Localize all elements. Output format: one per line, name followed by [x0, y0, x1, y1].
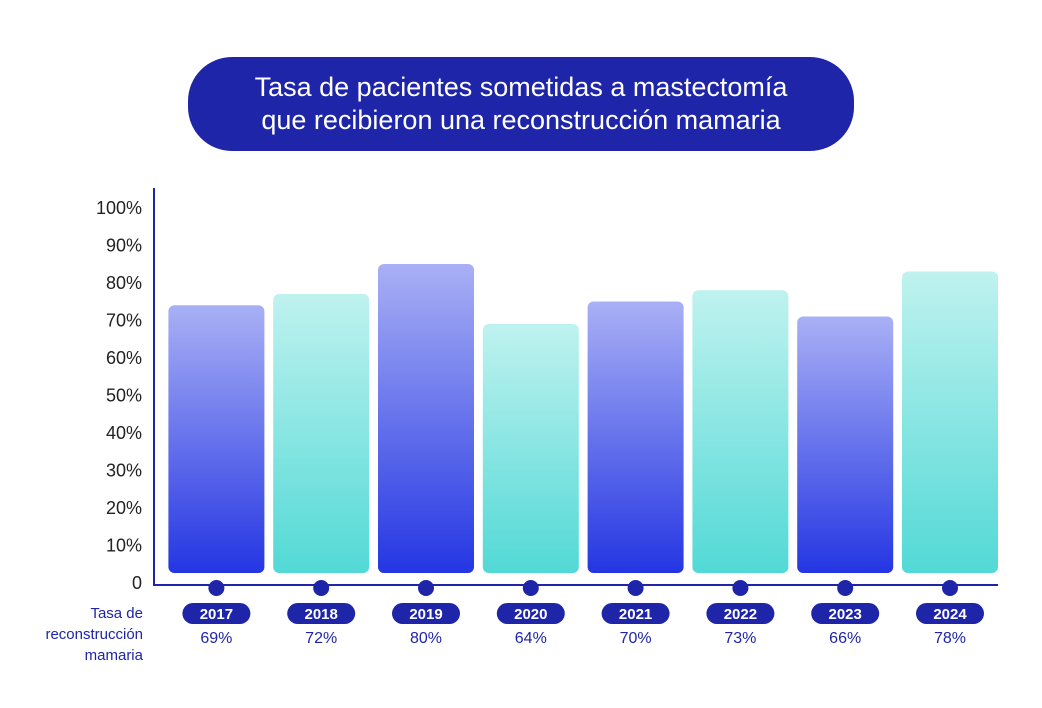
data-label: 80% [410, 630, 442, 647]
year-pill-2019 [392, 603, 460, 624]
data-label: 78% [934, 630, 966, 647]
data-label: 66% [829, 630, 861, 647]
row-label-line-3: mamaria [84, 647, 143, 664]
y-tick-label: 60% [106, 348, 142, 368]
year-pill-2017 [182, 603, 251, 624]
x-tick-label: 2019 [409, 606, 442, 623]
x-marker-2017 [208, 580, 225, 596]
bars-group [168, 264, 998, 573]
x-marker-2019 [418, 580, 434, 596]
year-pill-2018 [287, 603, 356, 624]
year-pill-2020 [496, 603, 565, 624]
bar-2018 [273, 294, 370, 573]
bar-2023 [797, 316, 894, 573]
x-tick-label: 2023 [829, 606, 862, 623]
bar-2020 [482, 324, 579, 573]
y-tick-label: 50% [106, 386, 142, 406]
data-label: 70% [620, 630, 652, 647]
y-tick-label: 40% [106, 423, 142, 443]
data-label: 73% [724, 630, 756, 647]
x-tick-label: 2017 [200, 606, 233, 623]
chart-title-banner: Tasa de pacientes sometidas a mastectomí… [188, 57, 854, 151]
year-pill-2023 [811, 603, 880, 624]
y-tick-label: 80% [106, 273, 142, 293]
data-label: 69% [200, 630, 232, 647]
y-tick-label: 30% [106, 461, 142, 481]
x-marker-2021 [627, 580, 644, 596]
bar-2022 [692, 290, 789, 573]
row-label-line-1: Tasa de [90, 605, 143, 622]
bar-2024 [902, 271, 998, 573]
y-tick-label: 90% [106, 236, 142, 256]
x-tick-label: 2022 [724, 606, 757, 623]
x-marker-2020 [522, 580, 539, 596]
row-label-line-2: reconstrucción [45, 626, 143, 643]
data-label: 72% [305, 630, 337, 647]
chart-title-line-1: Tasa de pacientes sometidas a mastectomí… [254, 72, 788, 102]
x-axis-labels: 2017 69% 2018 72% 2019 80% 2020 64% 2021 70% 2022 7… [182, 603, 984, 647]
x-marker-2024 [942, 580, 958, 596]
bar-2019 [378, 264, 474, 573]
x-tick-label: 2018 [305, 606, 338, 623]
year-pill-2024 [916, 603, 984, 624]
x-tick-label: 2024 [933, 606, 967, 623]
year-pill-2021 [601, 603, 670, 624]
x-marker-2023 [837, 580, 854, 596]
x-tick-label: 2020 [514, 606, 547, 623]
y-tick-label: 20% [106, 498, 142, 518]
chart-title-line-2: que recibieron una reconstrucción mamari… [261, 105, 781, 135]
x-marker-2018 [313, 580, 330, 596]
y-tick-label: 70% [106, 311, 142, 331]
y-tick-label: 10% [106, 536, 142, 556]
x-axis-markers [208, 580, 958, 596]
y-tick-label: 0 [132, 573, 142, 593]
x-marker-2022 [732, 580, 749, 596]
bar-2017 [168, 305, 265, 573]
y-axis-ticks: 0 10% 20% 30% 40% 50% 60% 70% 80% 90% 100% [96, 198, 142, 593]
bar-2021 [587, 301, 684, 573]
row-label: Tasa de reconstrucción mamaria [20, 603, 143, 666]
year-pill-2022 [706, 603, 775, 624]
y-tick-label: 100% [96, 198, 142, 218]
x-tick-label: 2021 [619, 606, 652, 623]
data-label: 64% [515, 630, 547, 647]
